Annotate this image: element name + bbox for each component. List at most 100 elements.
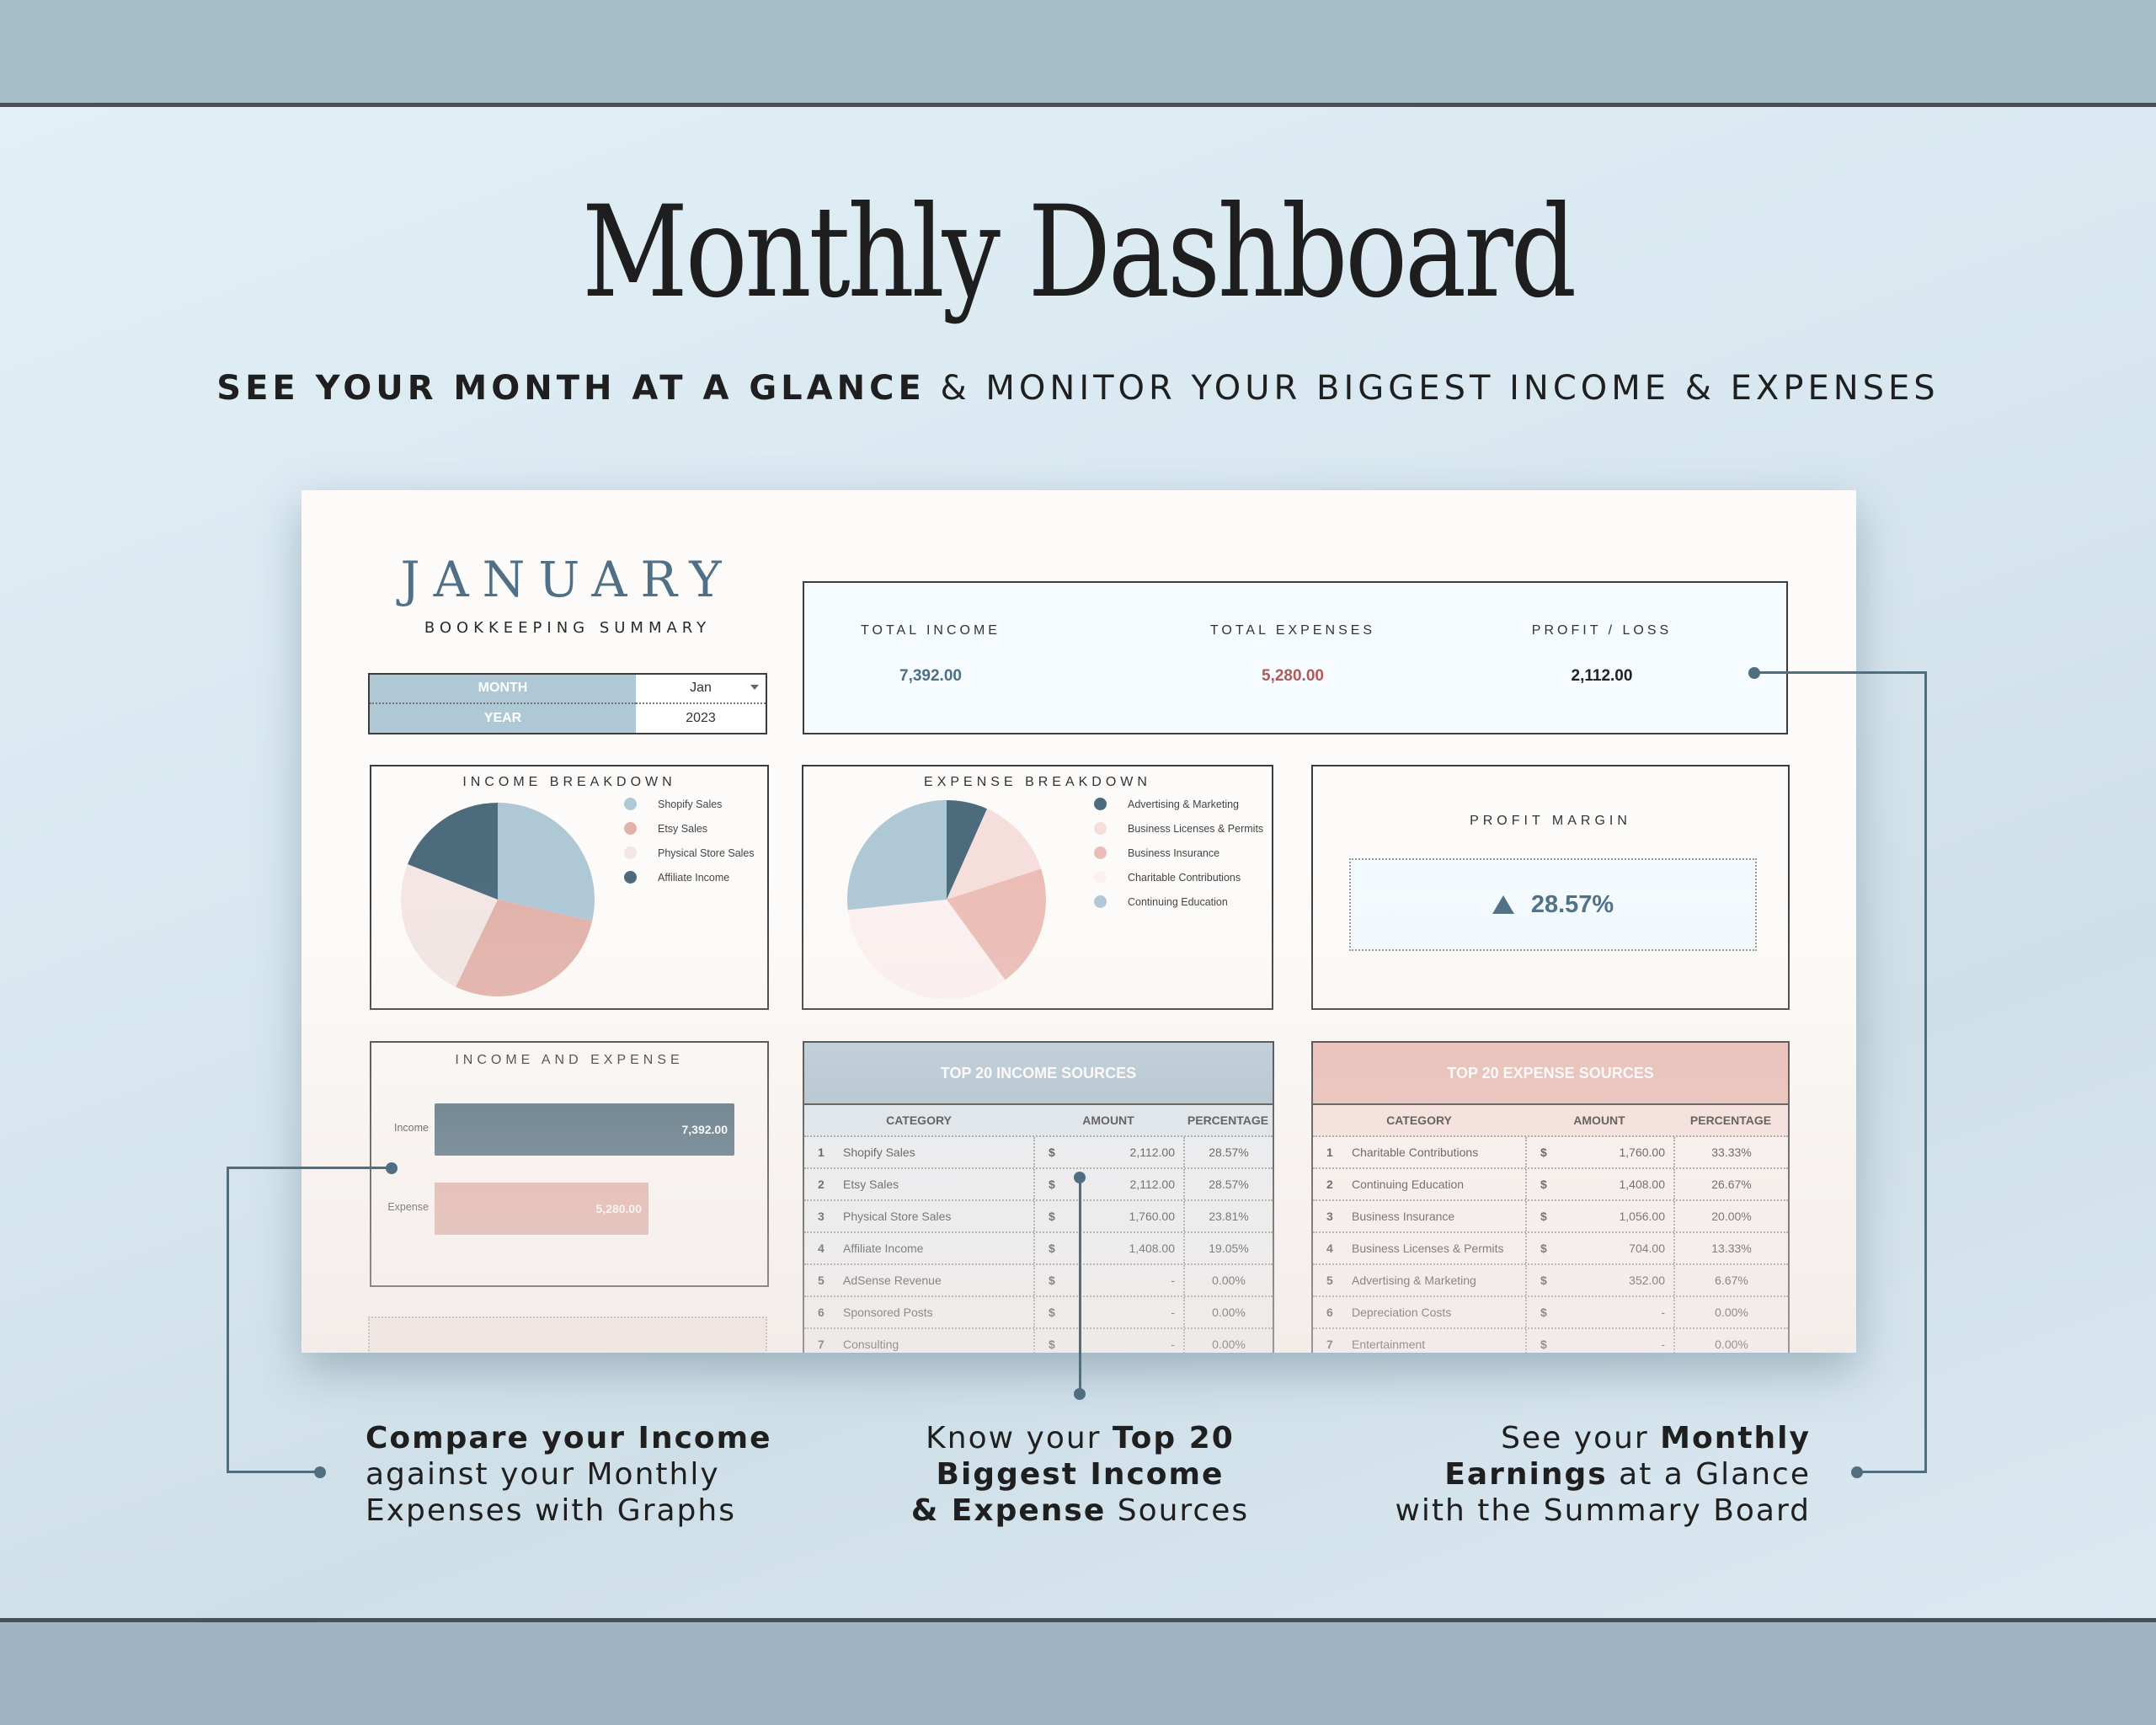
month-value: Jan [690, 681, 712, 696]
col-percentage: PERCENTAGE [1689, 1114, 1772, 1127]
legend-item: Shopify Sales [624, 792, 755, 816]
row-category: Entertainment [1352, 1338, 1426, 1351]
row-currency: $ [1525, 1329, 1559, 1353]
row-amount: - [1661, 1306, 1665, 1319]
total-expenses-label: TOTAL EXPENSES [1209, 623, 1376, 638]
legend-dot-icon [1094, 895, 1107, 908]
legend-item: Charitable Contributions [1094, 865, 1263, 889]
profit-loss-label: PROFIT / LOSS [1531, 623, 1673, 638]
connector-left-v [227, 1167, 229, 1473]
total-expenses-value: 5,280.00 [1262, 667, 1324, 685]
bar-label: Expense [387, 1201, 429, 1213]
income-table-body: 1 Shopify Sales $2,112.00 28.57% 2 Etsy Sales… [804, 1137, 1273, 1353]
month-label: MONTH [370, 675, 636, 704]
row-currency: $ [1525, 1297, 1559, 1327]
income-sources-table: TOP 20 INCOME SOURCES CATEGORY AMOUNT PE… [803, 1041, 1274, 1353]
chevron-down-icon [750, 685, 759, 690]
callout-left-line3: Expenses with Graphs [366, 1493, 736, 1528]
income-expense-title: INCOME AND EXPENSE [455, 1053, 684, 1067]
row-percentage: 33.33% [1673, 1137, 1788, 1167]
legend-item: Etsy Sales [624, 816, 755, 841]
callout-summary: See your Monthly Earnings at a Glance wi… [1395, 1420, 1811, 1529]
row-percentage: 0.00% [1673, 1297, 1788, 1327]
hero-title: Monthly Dashboard [582, 179, 1577, 326]
row-category: Etsy Sales [843, 1178, 899, 1191]
legend-label: Etsy Sales [658, 822, 708, 835]
col-amount: AMOUNT [1573, 1114, 1625, 1127]
row-number: 4 [818, 1242, 825, 1255]
row-percentage: 19.05% [1183, 1233, 1273, 1263]
callout-top20: Know your Top 20 Biggest Income & Expens… [876, 1420, 1284, 1529]
row-percentage: 0.00% [1183, 1297, 1273, 1327]
row-amount: - [1171, 1338, 1175, 1351]
row-percentage: 28.57% [1183, 1169, 1273, 1199]
connector-dot [1748, 667, 1760, 679]
legend-dot-icon [1094, 871, 1107, 884]
profit-margin-value-box: 28.57% [1349, 858, 1757, 951]
row-category: Continuing Education [1352, 1178, 1465, 1191]
income-expense-panel: INCOME AND EXPENSE Income 7,392.00 Expense… [370, 1041, 769, 1287]
row-amount: - [1661, 1338, 1665, 1351]
month-dropdown[interactable]: Jan [636, 675, 766, 704]
profit-margin-value: 28.57% [1530, 890, 1614, 918]
legend-dot-icon [624, 798, 637, 810]
total-income-label: TOTAL INCOME [861, 623, 1001, 638]
profit-loss-value: 2,112.00 [1571, 667, 1633, 685]
income-table-title: TOP 20 INCOME SOURCES [804, 1043, 1273, 1105]
row-amount: 1,408.00 [1619, 1178, 1666, 1191]
row-number: 2 [1326, 1178, 1333, 1191]
pie-slice [847, 800, 947, 911]
legend-item: Advertising & Marketing [1094, 792, 1263, 816]
row-amount: 1,760.00 [1129, 1210, 1176, 1223]
row-category: Charitable Contributions [1352, 1146, 1479, 1159]
top-divider [0, 103, 2156, 107]
legend-item: Physical Store Sales [624, 841, 755, 865]
year-input[interactable]: 2023 [636, 703, 766, 733]
top-band [0, 0, 2156, 103]
row-number: 3 [1326, 1210, 1333, 1223]
row-currency: $ [1525, 1265, 1559, 1295]
row-category: Physical Store Sales [843, 1210, 952, 1223]
connector-dot [386, 1162, 398, 1174]
row-percentage: 26.67% [1673, 1169, 1788, 1199]
month-title: JANUARY [400, 551, 735, 608]
expense-pie-chart [847, 800, 1046, 999]
connector-dot [1074, 1172, 1086, 1183]
row-category: Consulting [843, 1338, 899, 1351]
legend-dot-icon [624, 822, 637, 835]
table-row: 3 Physical Store Sales $1,760.00 23.81% [804, 1201, 1273, 1233]
legend-dot-icon [1094, 846, 1107, 859]
row-category: Sponsored Posts [843, 1306, 933, 1319]
row-percentage: 0.00% [1673, 1329, 1788, 1353]
row-number: 6 [1326, 1306, 1333, 1319]
profit-margin-panel: PROFIT MARGIN 28.57% [1311, 765, 1790, 1010]
expense-table-header: CATEGORY AMOUNT PERCENTAGE [1313, 1105, 1788, 1137]
row-category: AdSense Revenue [843, 1274, 942, 1287]
legend-label: Business Insurance [1128, 846, 1220, 859]
callout-left-line2: against your Monthly [366, 1457, 720, 1492]
expense-breakdown-panel: EXPENSE BREAKDOWN Advertising & Marketin… [802, 765, 1273, 1010]
row-percentage: 6.67% [1673, 1265, 1788, 1295]
income-bar: 7,392.00 [435, 1103, 734, 1156]
row-currency: $ [1033, 1137, 1067, 1167]
legend-item: Business Insurance [1094, 841, 1263, 865]
row-percentage: 28.57% [1183, 1137, 1273, 1167]
summary-board: TOTAL INCOME 7,392.00 TOTAL EXPENSES 5,2… [803, 581, 1788, 734]
profit-margin-title: PROFIT MARGIN [1470, 814, 1631, 828]
connector-left-h2 [227, 1471, 319, 1473]
table-row: 1 Charitable Contributions $1,760.00 33.33% [1313, 1137, 1788, 1169]
total-expenses: TOTAL EXPENSES 5,280.00 [1166, 583, 1419, 733]
row-amount: 1,760.00 [1619, 1146, 1666, 1159]
legend-dot-icon [624, 871, 637, 884]
row-currency: $ [1525, 1201, 1559, 1231]
expense-table-title: TOP 20 EXPENSE SOURCES [1313, 1043, 1788, 1105]
table-row: 5 Advertising & Marketing $352.00 6.67% [1313, 1265, 1788, 1297]
hero-subtitle-bold: SEE YOUR MONTH AT A GLANCE [216, 369, 926, 408]
callout-center-bold2: Biggest Income [936, 1457, 1225, 1492]
row-category: Business Licenses & Permits [1352, 1242, 1504, 1255]
row-currency: $ [1033, 1169, 1067, 1199]
expense-breakdown-title: EXPENSE BREAKDOWN [924, 775, 1151, 789]
legend-label: Affiliate Income [658, 871, 730, 884]
row-number: 5 [818, 1274, 825, 1287]
row-amount: 352.00 [1629, 1274, 1665, 1287]
